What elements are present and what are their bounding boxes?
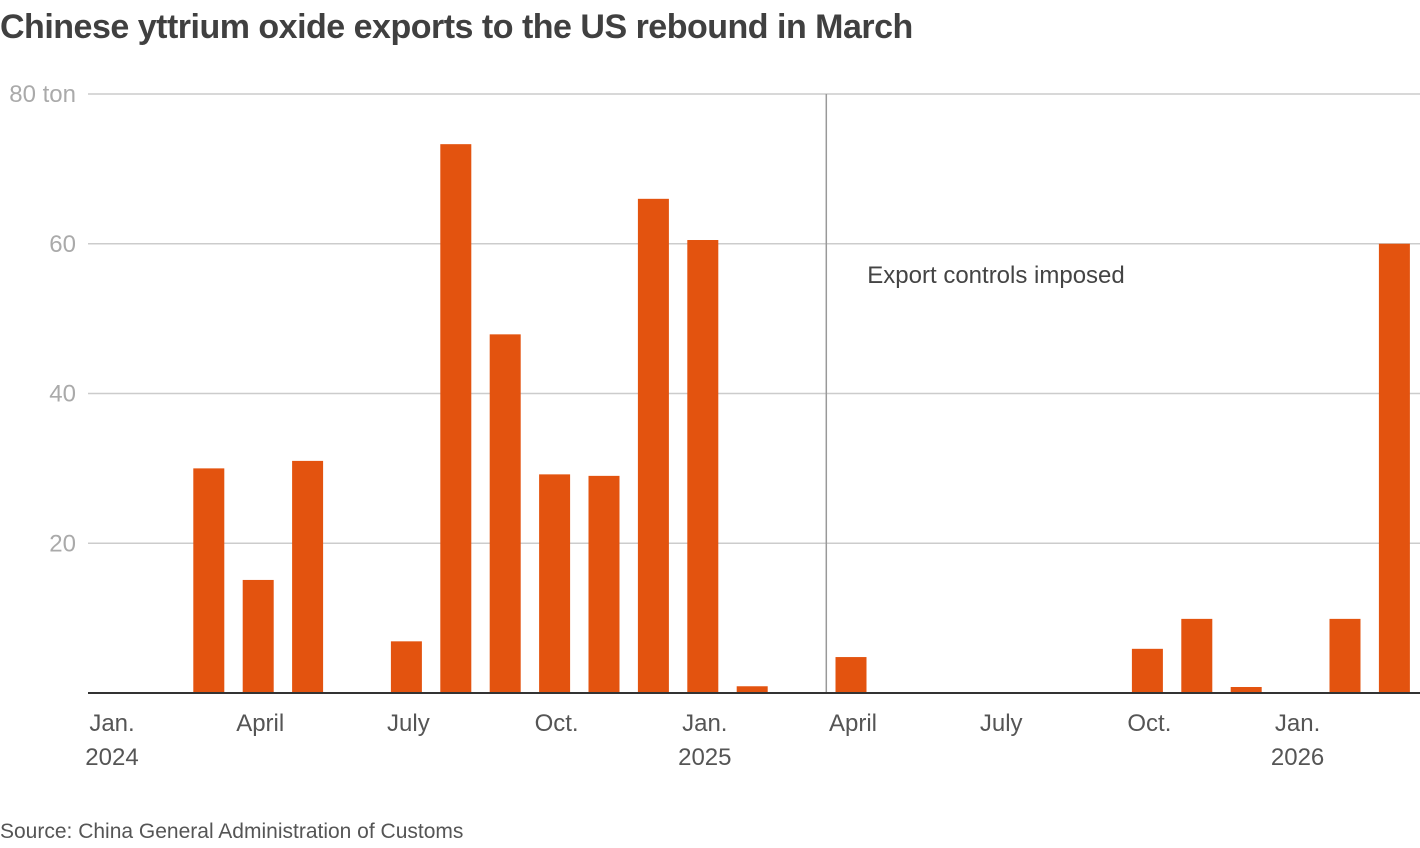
- x-tick-label: April: [236, 710, 284, 737]
- bar-2025-01: [687, 240, 719, 693]
- y-tick-label: 20: [49, 530, 76, 557]
- bar-2025-11: [1181, 618, 1213, 693]
- bar-2024-08: [440, 144, 472, 693]
- bar-2025-10: [1131, 648, 1163, 693]
- y-tick-label: 60: [49, 231, 76, 258]
- bar-2024-10: [539, 474, 571, 693]
- x-tick-label: July: [980, 710, 1023, 737]
- bar-2026-02: [1329, 618, 1361, 693]
- x-tick-year: 2024: [85, 744, 138, 771]
- bar-2024-05: [292, 460, 324, 693]
- bar-2025-12: [1230, 687, 1262, 693]
- source-note: Source: China General Administration of …: [0, 820, 464, 843]
- bar-2026-03: [1378, 243, 1410, 693]
- x-tick-label: Oct.: [535, 710, 579, 737]
- bar-2024-04: [242, 579, 274, 693]
- x-tick-label: Jan.: [1275, 710, 1320, 737]
- bar-2024-09: [489, 334, 521, 693]
- bar-2025-02: [736, 686, 768, 693]
- bar-2024-03: [193, 468, 225, 693]
- y-tick-label: 40: [49, 381, 76, 408]
- bar-2024-12: [637, 198, 669, 693]
- x-tick-label: July: [387, 710, 430, 737]
- y-tick-label: 80 ton: [9, 81, 76, 108]
- x-tick-label: Oct.: [1127, 710, 1171, 737]
- x-tick-year: 2026: [1271, 744, 1324, 771]
- bar-2024-11: [588, 475, 620, 693]
- chart-title: Chinese yttrium oxide exports to the US …: [0, 8, 913, 46]
- annotation-label: Export controls imposed: [867, 262, 1124, 289]
- bar-2025-04: [835, 657, 867, 693]
- x-tick-year: 2025: [678, 744, 731, 771]
- x-tick-label: Jan.: [682, 710, 727, 737]
- x-tick-label: April: [829, 710, 877, 737]
- x-tick-label: Jan.: [89, 710, 134, 737]
- bar-2024-07: [390, 641, 422, 693]
